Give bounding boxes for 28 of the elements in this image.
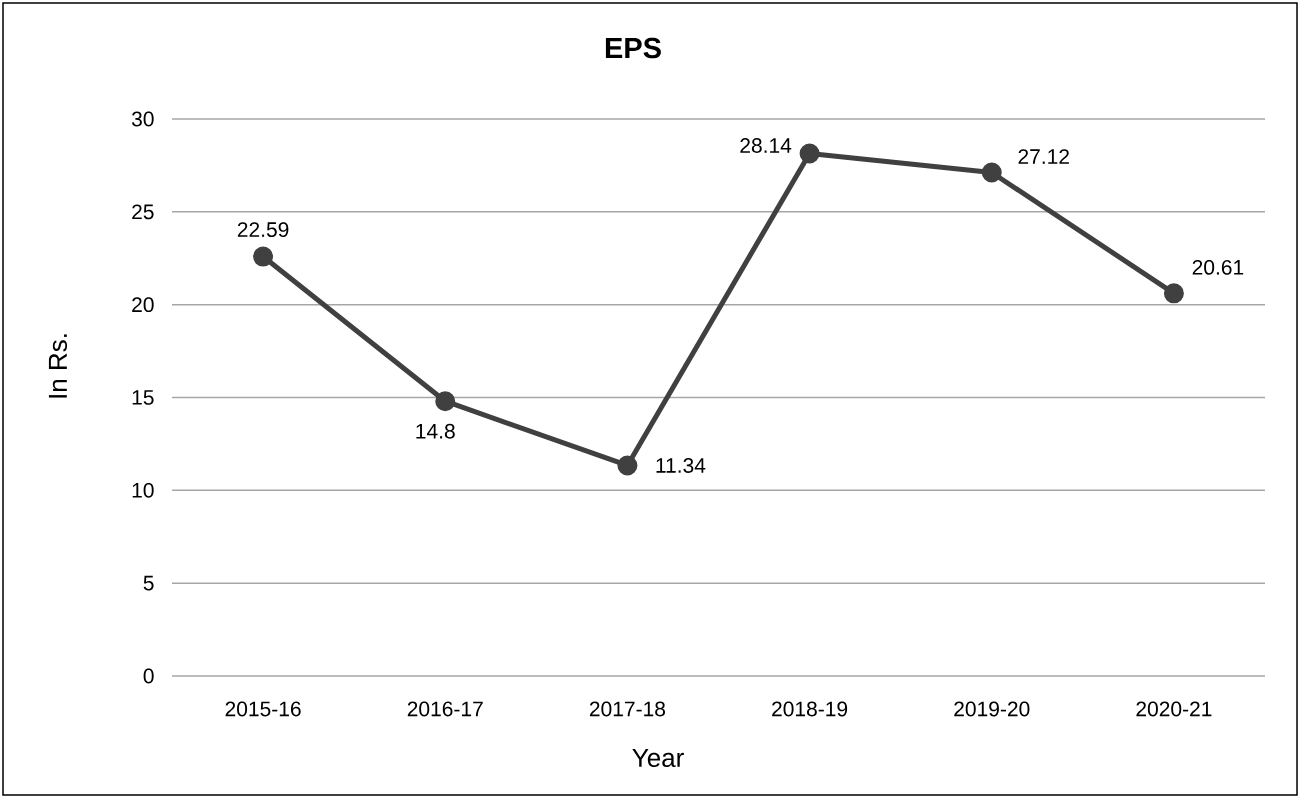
y-tick-label: 0 xyxy=(143,668,154,684)
y-axis-title: In Rs. xyxy=(48,334,68,398)
y-tick-label: 20 xyxy=(132,297,154,313)
x-tick-label: 2019-20 xyxy=(954,701,1030,717)
point xyxy=(253,246,274,267)
x-tick-label: 2018-19 xyxy=(772,701,848,717)
y-tick-label: 5 xyxy=(143,575,154,591)
x-tick-label: 2017-18 xyxy=(589,701,666,717)
point xyxy=(435,391,456,412)
y-tick-label: 30 xyxy=(131,111,154,127)
data-label: 28.14 xyxy=(740,138,792,153)
chart-title: EPS xyxy=(605,37,661,59)
data-label: 22.59 xyxy=(237,222,289,238)
data-label: 14.8 xyxy=(416,423,455,439)
x-tick-label: 2016-17 xyxy=(407,701,483,717)
x-tick-label: 2015-16 xyxy=(225,701,301,717)
data-label: 20.61 xyxy=(1192,259,1244,275)
point xyxy=(1163,283,1184,304)
point xyxy=(799,143,820,164)
x-axis-title: Year xyxy=(632,748,684,768)
point xyxy=(981,162,1002,183)
y-tick-label: 25 xyxy=(132,204,154,220)
y-tick-label: 15 xyxy=(132,390,154,405)
point xyxy=(617,455,638,476)
data-label: 27.12 xyxy=(1018,149,1069,164)
y-tick-label: 10 xyxy=(132,482,154,498)
x-tick-label: 2020-21 xyxy=(1136,701,1212,717)
data-label: 11.34 xyxy=(656,458,706,473)
